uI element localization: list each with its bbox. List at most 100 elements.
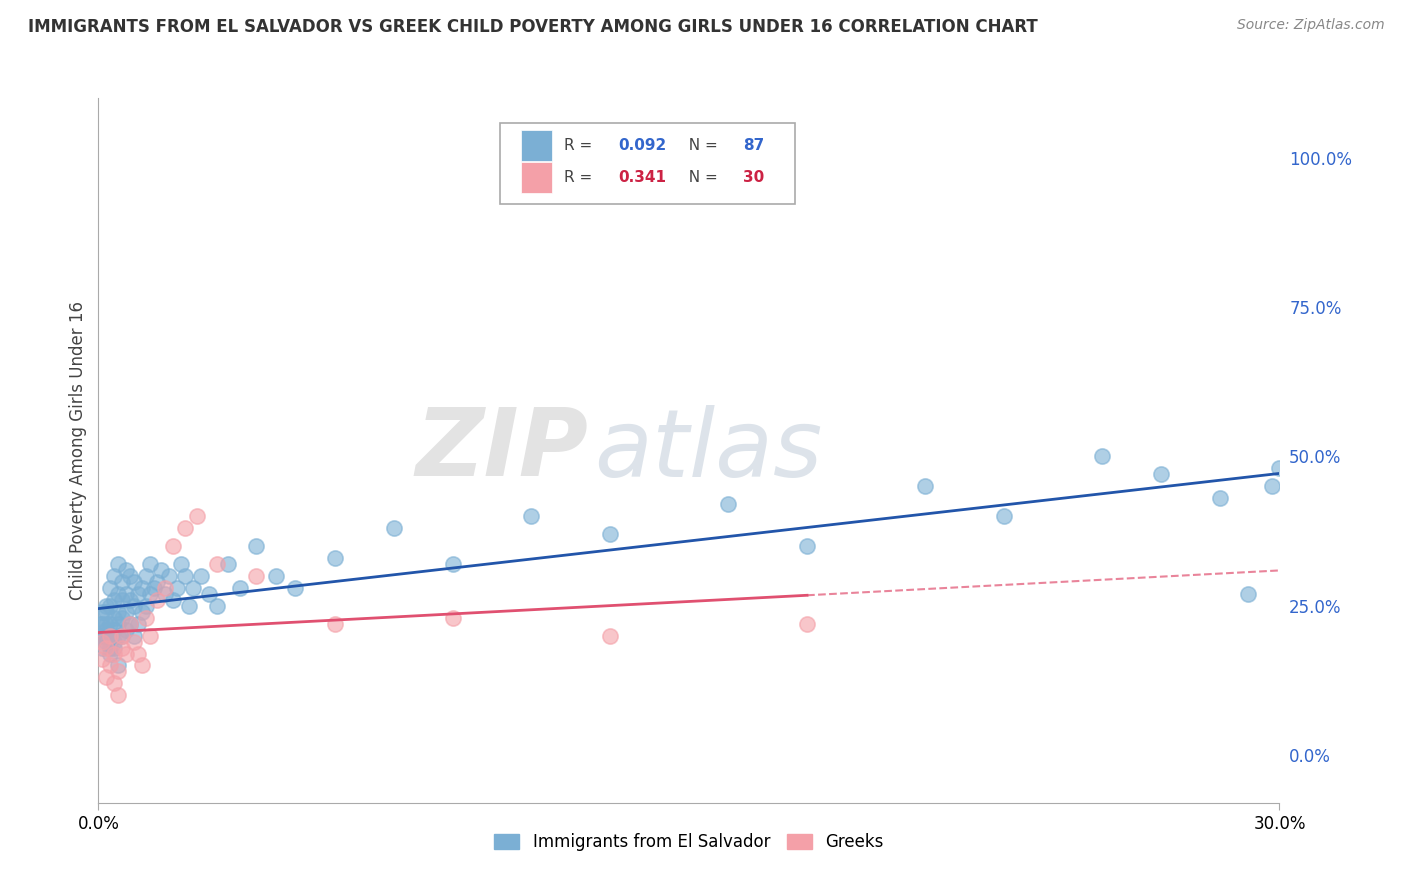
Point: [115, 587, 138, 601]
Point: [599, 527, 621, 541]
Point: [98, 640, 121, 655]
Text: R =: R =: [564, 170, 598, 186]
Point: [162, 539, 184, 553]
Point: [127, 647, 149, 661]
Point: [157, 569, 180, 583]
Text: 87: 87: [744, 138, 765, 153]
Point: [1150, 467, 1173, 482]
Text: 30: 30: [744, 170, 765, 186]
Point: [197, 587, 219, 601]
Point: [177, 599, 200, 613]
Point: [96, 599, 118, 613]
Point: [103, 610, 125, 624]
Point: [111, 629, 134, 643]
Point: [170, 557, 193, 571]
Point: [111, 629, 134, 643]
Point: [96, 616, 118, 631]
Point: [205, 599, 228, 613]
Text: ZIP: ZIP: [416, 404, 589, 497]
Point: [96, 670, 118, 684]
Point: [111, 592, 134, 607]
Point: [174, 569, 197, 583]
Point: [1288, 450, 1310, 464]
Legend: Immigrants from El Salvador, Greeks: Immigrants from El Salvador, Greeks: [488, 827, 890, 858]
Point: [98, 647, 121, 661]
Point: [217, 557, 239, 571]
Point: [91, 616, 114, 631]
Point: [127, 587, 149, 601]
Text: R =: R =: [564, 138, 598, 153]
Point: [118, 616, 141, 631]
Point: [115, 563, 138, 577]
Point: [914, 479, 936, 493]
Point: [107, 688, 129, 702]
Point: [96, 640, 118, 655]
Point: [264, 569, 287, 583]
FancyBboxPatch shape: [522, 162, 553, 194]
Point: [91, 634, 114, 648]
Point: [146, 574, 169, 589]
Point: [135, 569, 157, 583]
Text: N =: N =: [679, 170, 723, 186]
Point: [107, 629, 129, 643]
Point: [122, 634, 145, 648]
Point: [1237, 587, 1260, 601]
Point: [118, 569, 141, 583]
Text: IMMIGRANTS FROM EL SALVADOR VS GREEK CHILD POVERTY AMONG GIRLS UNDER 16 CORRELAT: IMMIGRANTS FROM EL SALVADOR VS GREEK CHI…: [28, 18, 1038, 36]
Point: [122, 599, 145, 613]
Text: atlas: atlas: [595, 405, 823, 496]
Point: [111, 574, 134, 589]
Y-axis label: Child Poverty Among Girls Under 16: Child Poverty Among Girls Under 16: [69, 301, 87, 600]
Point: [103, 623, 125, 637]
Point: [1260, 479, 1282, 493]
Point: [1091, 450, 1114, 464]
Point: [138, 557, 160, 571]
Point: [186, 509, 208, 524]
Point: [190, 569, 212, 583]
Point: [98, 581, 121, 595]
Point: [146, 592, 169, 607]
Point: [118, 592, 141, 607]
Point: [122, 574, 145, 589]
Point: [91, 640, 114, 655]
Point: [103, 640, 125, 655]
Point: [520, 509, 543, 524]
Point: [96, 623, 118, 637]
Point: [127, 616, 149, 631]
Point: [98, 616, 121, 631]
Point: [103, 592, 125, 607]
Point: [107, 616, 129, 631]
Point: [103, 647, 125, 661]
Point: [441, 610, 464, 624]
Point: [107, 658, 129, 673]
Point: [155, 587, 177, 601]
Point: [107, 587, 129, 601]
Point: [599, 629, 621, 643]
Point: [717, 497, 740, 511]
Point: [138, 587, 160, 601]
Point: [91, 652, 114, 666]
Point: [135, 599, 157, 613]
Point: [131, 581, 153, 595]
Text: 0.092: 0.092: [619, 138, 666, 153]
Point: [115, 605, 138, 619]
Point: [138, 629, 160, 643]
Point: [103, 569, 125, 583]
Point: [91, 605, 114, 619]
Point: [1209, 491, 1232, 506]
Point: [155, 581, 177, 595]
Point: [181, 581, 204, 595]
Point: [150, 563, 173, 577]
Point: [245, 539, 267, 553]
Point: [115, 623, 138, 637]
Point: [135, 610, 157, 624]
Point: [96, 629, 118, 643]
Point: [1268, 461, 1291, 475]
Point: [323, 616, 346, 631]
Point: [98, 599, 121, 613]
Point: [98, 629, 121, 643]
Point: [118, 616, 141, 631]
FancyBboxPatch shape: [501, 123, 796, 204]
Point: [107, 557, 129, 571]
Point: [96, 634, 118, 648]
